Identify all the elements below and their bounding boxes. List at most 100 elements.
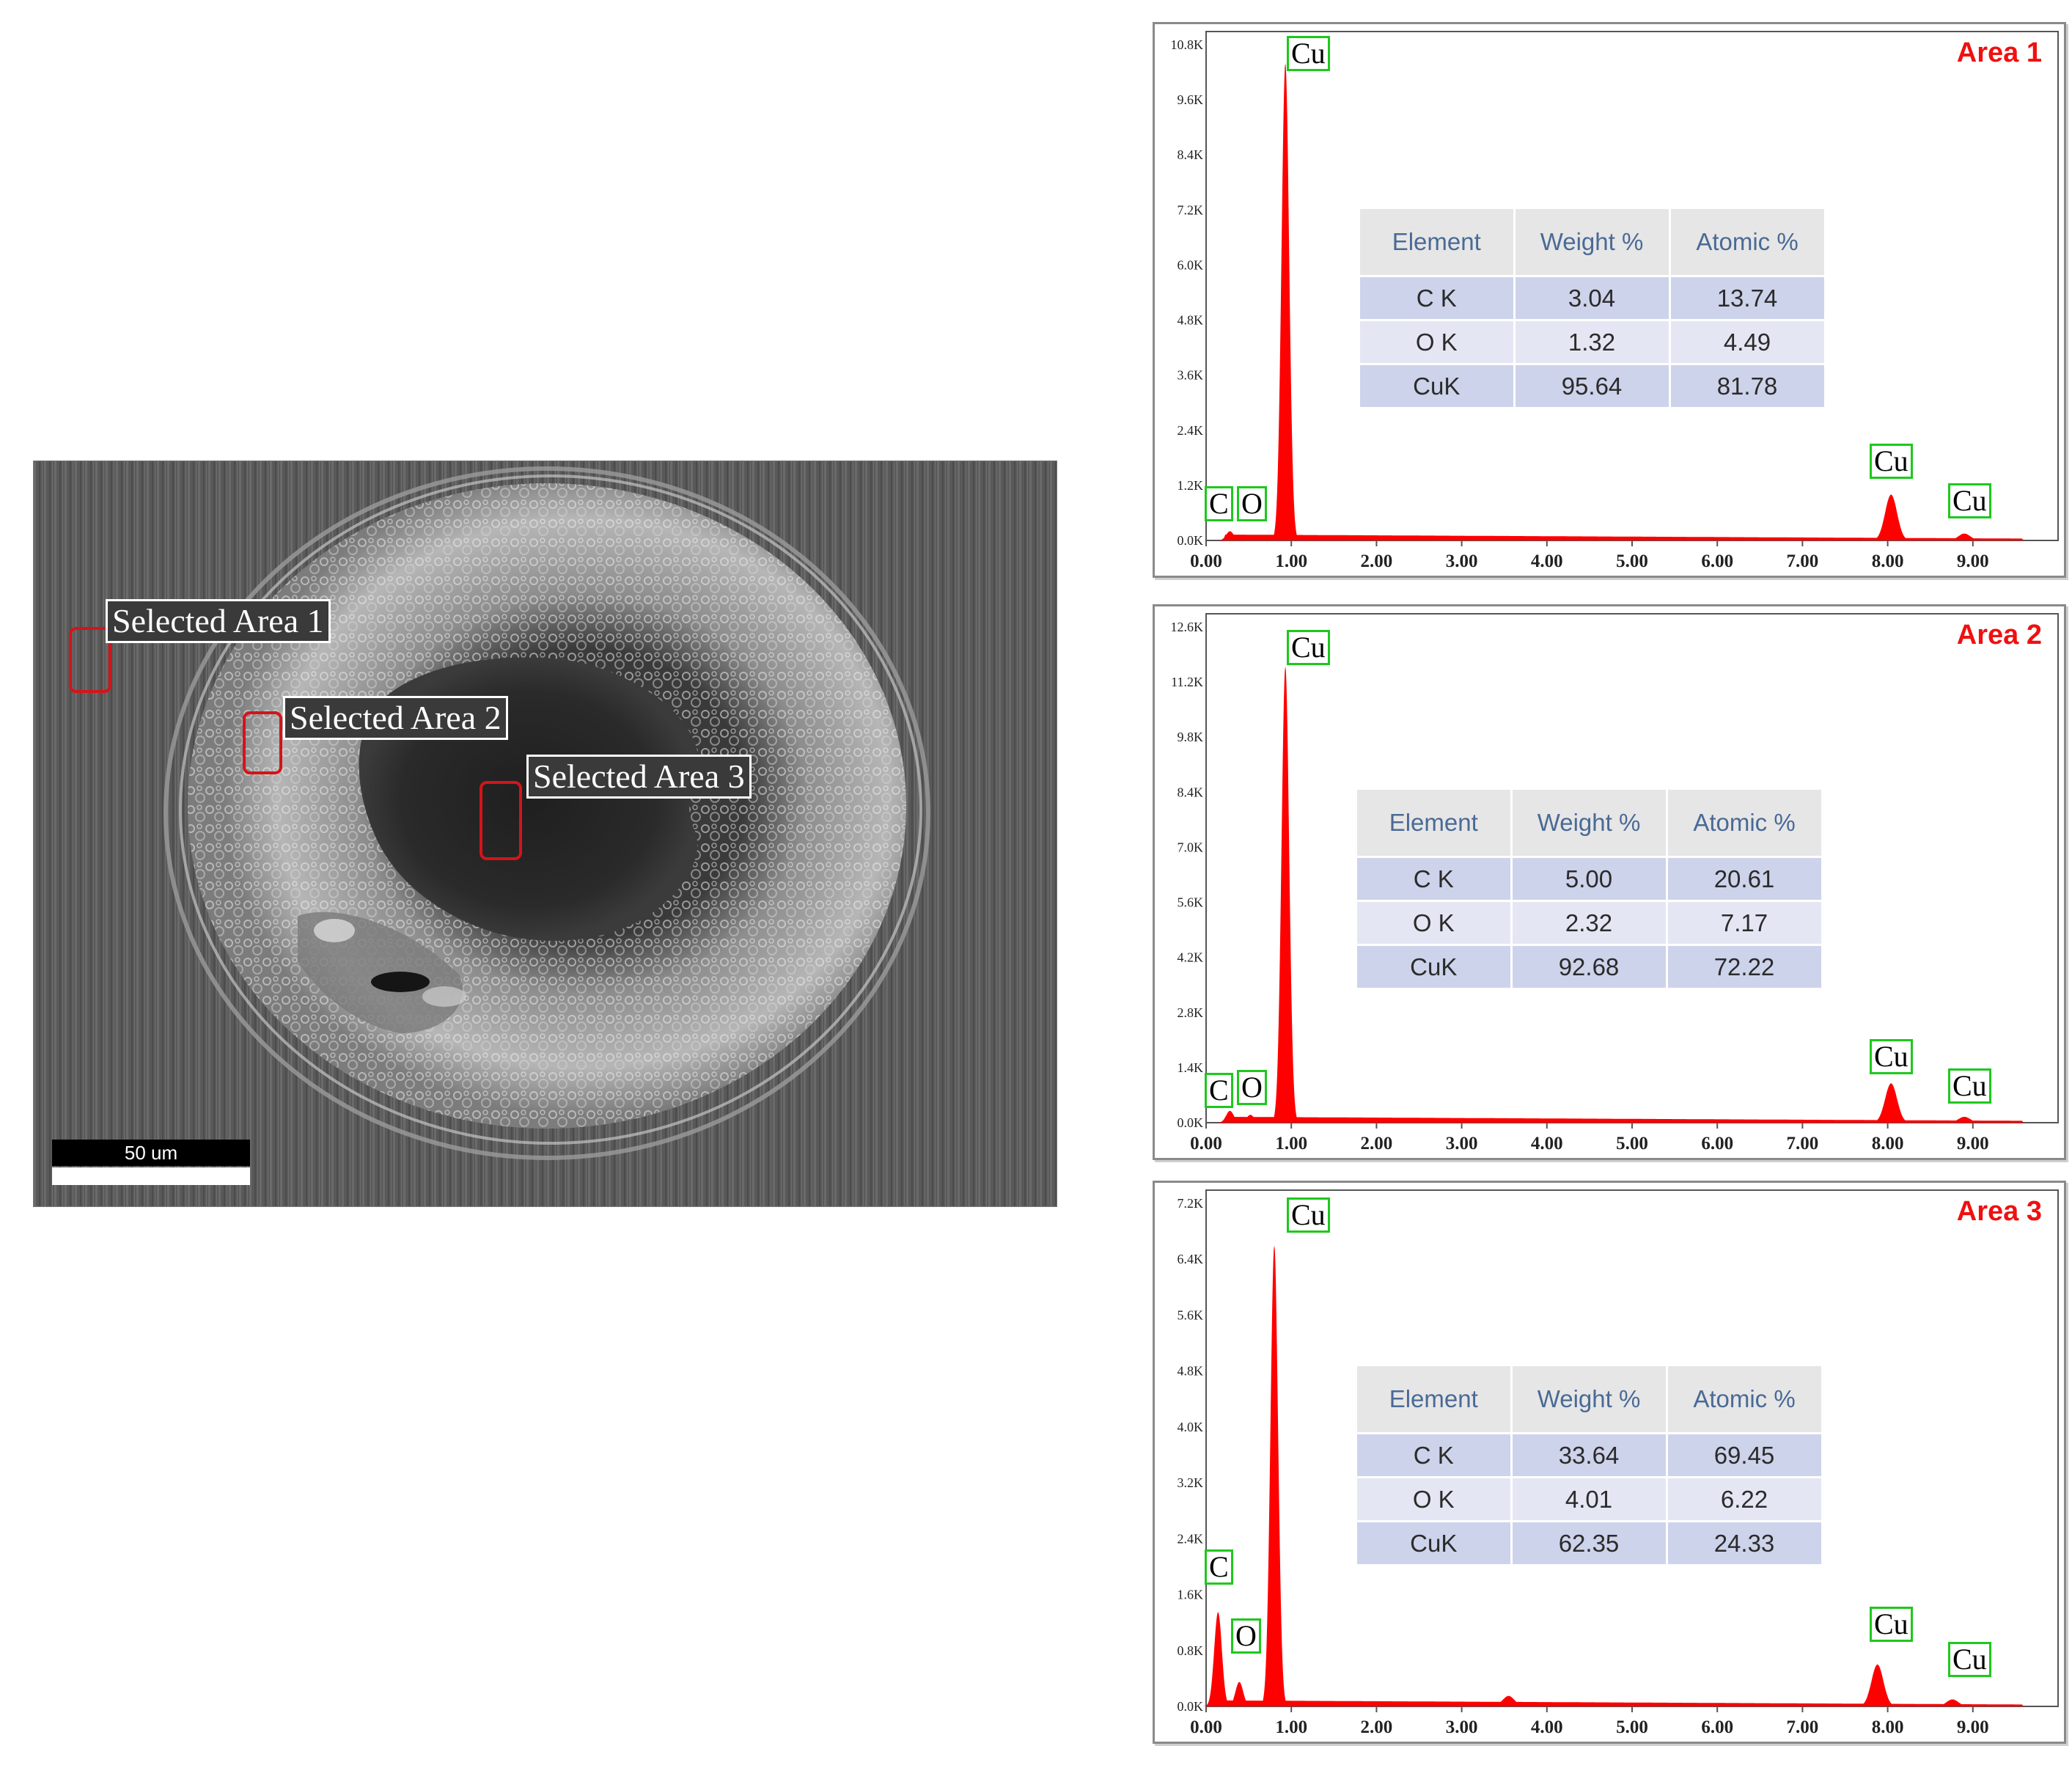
spectrum-peak-c	[1214, 531, 1246, 540]
x-tick-label: 9.00	[1957, 1717, 1989, 1737]
peak-label-cu: Cu	[1948, 483, 1991, 518]
x-tick-label: 1.00	[1275, 1134, 1307, 1153]
eds-spectrum-chart-2: 0.0K 1.4K 2.8K 4.2K 5.6K 7.0K 8.4K 9.8K 11.2K 12.…	[1171, 613, 2059, 1153]
y-tick-label: 0.0K	[1178, 1699, 1204, 1714]
y-tick-label: 9.6K	[1178, 92, 1204, 107]
y-tick-label: 3.6K	[1178, 368, 1204, 383]
column-header: Element	[1357, 790, 1513, 857]
y-tick-label: 2.4K	[1178, 1531, 1204, 1546]
column-header: Weight %	[1514, 209, 1671, 276]
x-tick-label: 2.00	[1361, 1717, 1393, 1737]
x-tick-label: 8.00	[1872, 1134, 1904, 1153]
peak-label-cu: Cu	[1948, 1068, 1991, 1104]
eds-panel-area-1: 0.0K 1.2K 2.4K 3.6K 4.8K 6.0K 7.2K 8.4K 9.6K 10.8…	[1153, 22, 2066, 578]
eds-panel-area-2: 0.0K 1.4K 2.8K 4.2K 5.6K 7.0K 8.4K 9.8K 11.2K 12.…	[1153, 604, 2066, 1160]
table-cell: 81.78	[1669, 363, 1826, 407]
table-cell: 62.35	[1511, 1520, 1668, 1564]
peak-label-o: O	[1237, 486, 1267, 521]
x-tick-label: 6.00	[1701, 1134, 1733, 1153]
y-tick-label: 8.4K	[1178, 785, 1204, 799]
x-tick-label: 8.00	[1872, 551, 1904, 571]
peak-label-cu: Cu	[1287, 36, 1330, 71]
selected-area-2-label: Selected Area 2	[283, 696, 508, 740]
y-tick-label: 5.6K	[1178, 1307, 1204, 1322]
table-cell: O K	[1357, 1476, 1513, 1522]
table-row: O K 4.01 6.22	[1357, 1476, 1823, 1522]
spectrum-peak-cu	[1270, 666, 1301, 1123]
x-tick-label: 0.00	[1190, 1134, 1222, 1153]
peak-label-cu: Cu	[1287, 630, 1330, 665]
y-tick-label: 5.6K	[1178, 895, 1204, 910]
peak-label-cu: Cu	[1870, 444, 1913, 479]
table-header-row: Element Weight % Atomic %	[1357, 1366, 1823, 1434]
peak-label-cu: Cu	[1870, 1039, 1913, 1074]
spectrum-continuum	[1206, 1117, 2058, 1123]
selection-box-area-1[interactable]	[69, 627, 111, 693]
table-cell: 13.74	[1669, 275, 1826, 320]
spectrum-peak-cu	[1928, 1699, 1977, 1706]
x-tick-label: 7.00	[1787, 1134, 1819, 1153]
y-tick-label: 4.8K	[1178, 313, 1204, 328]
y-tick-label: 7.2K	[1178, 1196, 1204, 1211]
y-tick-label: 1.2K	[1178, 478, 1204, 493]
column-header: Weight %	[1511, 1366, 1668, 1434]
y-tick-label: 12.6K	[1171, 620, 1204, 634]
x-tick-label: 4.00	[1531, 551, 1563, 571]
table-row: CuK 92.68 72.22	[1357, 944, 1823, 988]
spectrum-peak-cu	[1940, 533, 1988, 540]
table-cell: 72.22	[1667, 944, 1823, 988]
spectrum-peak-cu	[1485, 1695, 1532, 1706]
y-tick-label: 7.0K	[1178, 840, 1204, 854]
table-cell: CuK	[1360, 363, 1516, 407]
peak-label-o: O	[1237, 1070, 1267, 1105]
y-tick-label: 9.8K	[1178, 730, 1204, 744]
y-tick-label: 2.8K	[1178, 1005, 1204, 1020]
x-tick-label: 4.00	[1531, 1717, 1563, 1737]
x-tick-label: 3.00	[1446, 551, 1478, 571]
x-tick-label: 7.00	[1787, 1717, 1819, 1737]
y-tick-label: 4.0K	[1178, 1420, 1204, 1434]
table-cell: 92.68	[1511, 944, 1668, 988]
peak-label-c: C	[1205, 486, 1233, 521]
table-row: CuK 95.64 81.78	[1360, 363, 1826, 407]
table-header-row: Element Weight % Atomic %	[1357, 790, 1823, 857]
table-cell: 5.00	[1511, 856, 1668, 901]
table-cell: 4.49	[1669, 319, 1826, 364]
selection-box-area-2[interactable]	[243, 711, 282, 774]
column-header: Atomic %	[1667, 790, 1823, 857]
spectrum-peak-c	[1214, 1110, 1246, 1123]
y-tick-label: 0.0K	[1178, 533, 1204, 548]
spectrum-peak-cu	[1867, 494, 1915, 540]
peak-label-cu: Cu	[1870, 1607, 1913, 1642]
peak-label-c: C	[1205, 1073, 1233, 1108]
x-tick-label: 3.00	[1446, 1134, 1478, 1153]
table-header-row: Element Weight % Atomic %	[1360, 209, 1826, 276]
y-tick-label: 4.2K	[1178, 950, 1204, 965]
peak-label-cu: Cu	[1948, 1642, 1991, 1677]
x-tick-label: 5.00	[1616, 1134, 1648, 1153]
x-tick-label: 5.00	[1616, 551, 1648, 571]
y-tick-label: 4.8K	[1178, 1364, 1204, 1379]
spectrum-peak-cu	[1854, 1664, 1902, 1706]
table-cell: 33.64	[1511, 1432, 1668, 1478]
eds-panel-area-3: 0.0K 0.8K 1.6K 2.4K 3.2K 4.0K 4.8K 5.6K 6.4K 7.2K…	[1153, 1181, 2066, 1744]
x-tick-label: 2.00	[1361, 551, 1393, 571]
x-tick-label: 6.00	[1701, 1717, 1733, 1737]
x-tick-label: 5.00	[1616, 1717, 1648, 1737]
area-title: Area 2	[1956, 620, 2042, 650]
sem-micrograph: Selected Area 1 Selected Area 2 Selected…	[33, 461, 1057, 1207]
selection-box-area-3[interactable]	[480, 781, 522, 860]
x-tick-label: 1.00	[1275, 1717, 1307, 1737]
spectrum-peak-cu	[1867, 1083, 1915, 1123]
column-header: Element	[1357, 1366, 1513, 1434]
table-row: O K 1.32 4.49	[1360, 319, 1826, 364]
table-cell: 1.32	[1514, 319, 1671, 364]
table-row: C K 5.00 20.61	[1357, 856, 1823, 901]
table-cell: 2.32	[1511, 900, 1668, 945]
scale-bar-label: 50 um	[52, 1140, 250, 1166]
area-title: Area 3	[1956, 1196, 2042, 1227]
spectrum-continuum	[1206, 1700, 2058, 1706]
x-tick-label: 0.00	[1190, 551, 1222, 571]
peak-label-cu: Cu	[1287, 1197, 1330, 1233]
spectrum-peak-cu	[1270, 63, 1301, 540]
